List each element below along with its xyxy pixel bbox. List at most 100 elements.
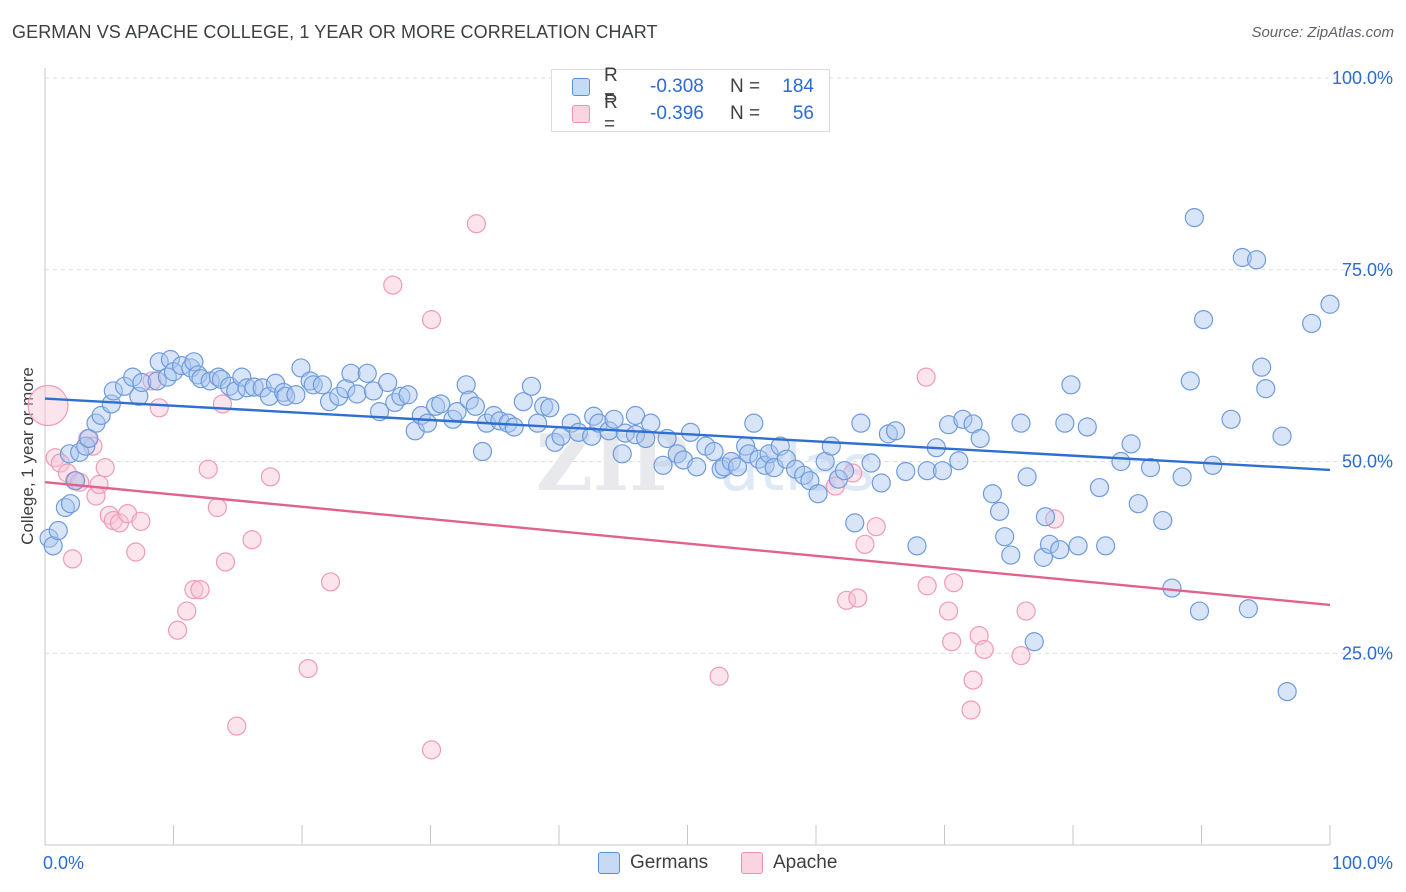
german-point: [896, 461, 916, 482]
german-point: [363, 381, 383, 401]
apache-point: [848, 588, 868, 608]
german-point: [312, 375, 332, 395]
apache-point: [917, 576, 937, 596]
german-point: [1068, 536, 1088, 556]
apache-point: [212, 394, 233, 414]
legend-row-germans: R = -0.308 N = 184: [572, 65, 814, 108]
german-point: [521, 376, 542, 396]
german-point: [456, 375, 476, 395]
apache-point: [126, 542, 146, 562]
german-point: [65, 471, 86, 491]
german-point: [534, 396, 554, 416]
apache-point: [167, 620, 188, 640]
german-point: [845, 513, 865, 533]
german-point: [76, 436, 96, 456]
german-point: [1024, 632, 1044, 652]
german-point: [160, 349, 181, 370]
german-point: [237, 378, 257, 398]
german-trend-line: [44, 397, 1331, 472]
german-point: [744, 413, 764, 433]
german-point: [378, 372, 398, 393]
apache-point: [383, 275, 403, 295]
german-point: [527, 413, 548, 433]
apache-point: [215, 552, 236, 572]
legend-swatch-apache: [572, 105, 590, 123]
german-point: [1184, 207, 1204, 228]
legend-r-label: R =: [604, 92, 618, 135]
german-point: [1238, 599, 1259, 619]
legend-row-apache: R = -0.396 N = 56: [572, 92, 814, 135]
series-legend: Germans Apache: [0, 852, 1406, 876]
apache-point: [866, 517, 886, 537]
german-point: [417, 413, 438, 433]
german-point: [727, 457, 748, 477]
german-point: [1096, 536, 1116, 556]
german-point: [1001, 545, 1021, 565]
german-point: [147, 371, 167, 391]
apache-point: [190, 579, 210, 600]
german-point: [123, 367, 143, 387]
german-point: [1035, 507, 1056, 527]
german-point: [917, 461, 937, 481]
german-point: [821, 436, 841, 456]
german-point: [932, 461, 953, 481]
legend-item-apache[interactable]: Apache: [741, 852, 837, 874]
y-tick-label: 100.0%: [1332, 68, 1393, 88]
german-point: [48, 520, 68, 541]
apache-point: [1016, 601, 1036, 621]
german-point: [1277, 681, 1297, 702]
german-point: [1121, 434, 1141, 454]
german-point: [398, 385, 418, 405]
y-tick-label: 50.0%: [1342, 452, 1393, 472]
german-point: [615, 423, 635, 443]
german-point: [907, 536, 927, 556]
german-point: [55, 497, 75, 518]
german-point: [1221, 409, 1241, 429]
legend-label-germans: Germans: [630, 852, 709, 873]
german-point: [1061, 375, 1081, 395]
legend-r-label: R =: [604, 65, 618, 108]
grid-lines: [45, 77, 1392, 654]
legend-n-label: N =: [730, 103, 761, 124]
german-point: [540, 398, 560, 418]
legend-n-value: 184: [782, 76, 814, 97]
apache-point: [142, 371, 162, 391]
legend-swatch-germans: [572, 78, 590, 96]
german-point: [970, 428, 990, 449]
german-point: [1252, 357, 1272, 377]
german-point: [834, 461, 855, 481]
chart-title: GERMAN VS APACHE COLLEGE, 1 YEAR OR MORE…: [12, 22, 658, 42]
german-point: [472, 441, 493, 462]
german-point: [347, 384, 367, 404]
apache-point: [260, 467, 280, 487]
german-point: [625, 405, 646, 426]
apache-trend-line: [44, 481, 1331, 607]
german-point: [687, 457, 707, 477]
german-point: [989, 501, 1010, 521]
apache-point: [421, 740, 442, 760]
german-point: [1111, 451, 1131, 472]
german-point: [132, 372, 152, 393]
german-point: [357, 363, 377, 383]
apache-point: [855, 534, 875, 554]
german-point: [1011, 413, 1031, 433]
german-point: [1039, 534, 1060, 554]
german-point: [59, 444, 80, 464]
x-tick-label: 0.0%: [43, 853, 84, 873]
apache-point: [177, 601, 197, 621]
german-point: [949, 451, 969, 471]
german-point: [953, 409, 973, 429]
legend-n-label: N =: [730, 76, 761, 97]
legend-item-germans[interactable]: Germans: [598, 852, 708, 874]
apache-points: [27, 214, 1065, 760]
german-point: [711, 459, 731, 479]
apache-point: [320, 572, 341, 592]
apache-point: [421, 310, 442, 330]
x-tick-label: 100.0%: [1332, 853, 1393, 873]
german-point: [589, 413, 609, 433]
german-point: [1172, 467, 1192, 487]
german-points: [39, 207, 1340, 702]
correlation-legend: R = -0.308 N = 184 R = -0.396 N = 56: [551, 65, 830, 135]
german-point: [938, 415, 959, 435]
